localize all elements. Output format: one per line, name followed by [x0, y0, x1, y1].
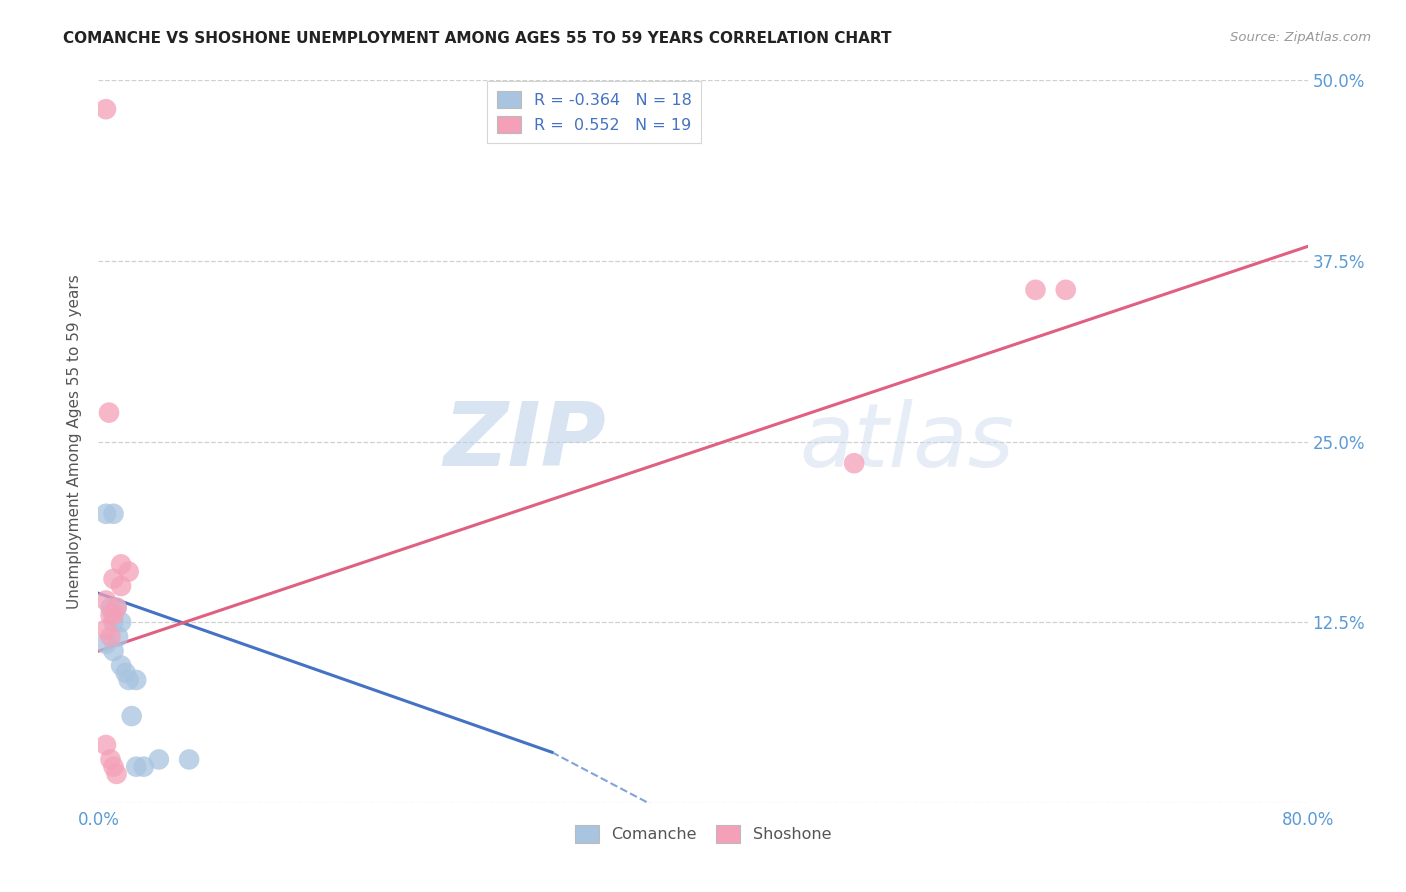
- Point: [98, 406, 121, 420]
- Point: [94, 507, 117, 521]
- Point: [132, 760, 155, 774]
- Legend: Comanche, Shoshone: Comanche, Shoshone: [568, 819, 838, 849]
- Point: [105, 600, 128, 615]
- Point: [103, 607, 125, 622]
- Point: [94, 738, 117, 752]
- Point: [94, 623, 117, 637]
- Point: [100, 607, 122, 622]
- Text: Source: ZipAtlas.com: Source: ZipAtlas.com: [1230, 31, 1371, 45]
- Point: [125, 673, 148, 687]
- Point: [100, 752, 122, 766]
- Point: [179, 752, 201, 766]
- Point: [105, 600, 128, 615]
- Point: [110, 615, 132, 630]
- Point: [103, 572, 125, 586]
- Point: [94, 102, 117, 116]
- Point: [110, 558, 132, 572]
- Point: [844, 456, 866, 470]
- Point: [107, 630, 129, 644]
- Point: [114, 665, 136, 680]
- Point: [148, 752, 170, 766]
- Point: [118, 565, 141, 579]
- Text: ZIP: ZIP: [443, 398, 606, 485]
- Point: [121, 709, 143, 723]
- Point: [103, 507, 125, 521]
- Point: [103, 615, 125, 630]
- Point: [100, 600, 122, 615]
- Point: [1024, 283, 1046, 297]
- Point: [110, 579, 132, 593]
- Point: [94, 593, 117, 607]
- Point: [118, 673, 141, 687]
- Point: [103, 644, 125, 658]
- Point: [103, 760, 125, 774]
- Point: [110, 658, 132, 673]
- Point: [1054, 283, 1077, 297]
- Point: [105, 767, 128, 781]
- Point: [94, 637, 117, 651]
- Point: [125, 760, 148, 774]
- Text: atlas: atlas: [800, 399, 1015, 484]
- Y-axis label: Unemployment Among Ages 55 to 59 years: Unemployment Among Ages 55 to 59 years: [67, 274, 83, 609]
- Text: COMANCHE VS SHOSHONE UNEMPLOYMENT AMONG AGES 55 TO 59 YEARS CORRELATION CHART: COMANCHE VS SHOSHONE UNEMPLOYMENT AMONG …: [63, 31, 891, 46]
- Point: [100, 630, 122, 644]
